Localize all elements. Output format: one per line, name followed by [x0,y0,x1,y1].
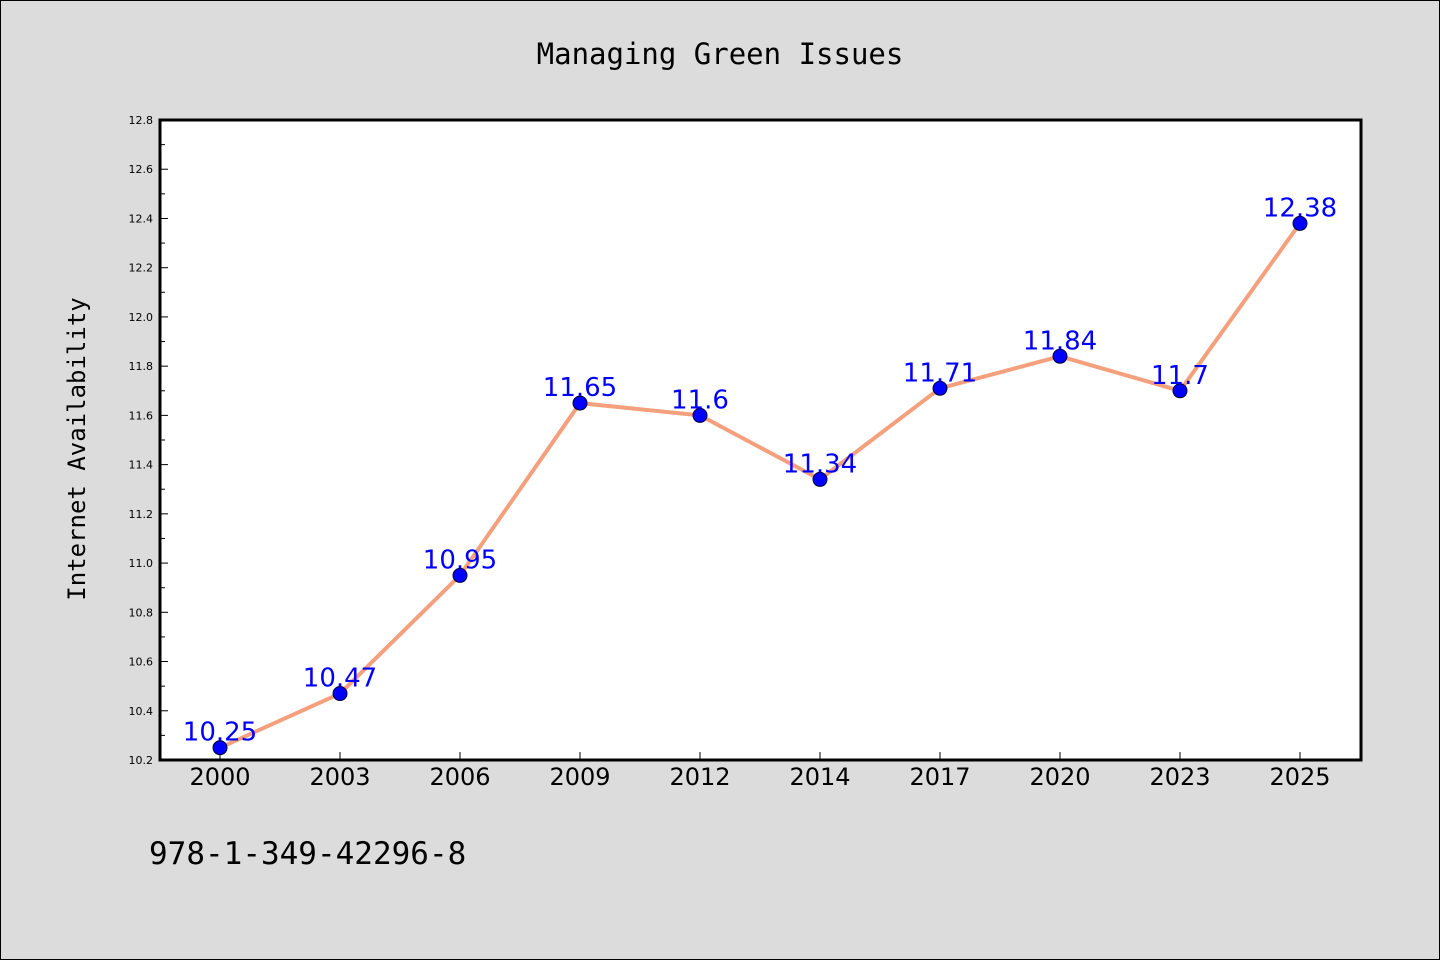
data-label: 11.65 [543,373,617,403]
y-tick-label: 12.6 [129,163,154,176]
y-tick-label: 12.2 [129,262,154,275]
y-tick-label: 10.4 [129,705,154,718]
chart-title: Managing Green Issues [537,37,904,71]
data-label: 11.71 [903,358,977,388]
x-tick-label: 2020 [1029,763,1090,791]
data-label: 11.34 [783,449,857,479]
y-axis-label: Internet Availability [63,297,91,600]
y-tick-label: 12.0 [129,311,154,324]
x-axis: 2000 2003 2006 2009 2012 2014 2017 2020 2023 2025 [189,752,1331,791]
data-labels-group: 10.25 10.47 10.95 11.65 11.6 11.34 11.71 11.84 1… [183,193,1337,747]
y-tick-label: 10.2 [129,754,154,767]
data-point-marker [332,686,348,702]
data-point-marker [812,471,828,487]
data-point-marker [452,567,468,583]
y-tick-label: 11.0 [129,557,154,570]
x-tick-label: 2000 [189,763,250,791]
series-line-group [212,215,1308,756]
data-label: 10.25 [183,718,257,748]
data-label: 11.84 [1023,326,1097,356]
y-tick-label: 10.6 [129,656,154,669]
y-tick-label: 11.6 [129,409,154,422]
data-label: 11.6 [671,385,729,415]
y-tick-label: 11.2 [129,508,154,521]
y-tick-label: 12.4 [129,212,154,225]
y-axis: 10.2 10.4 10.6 10.8 11.0 11.2 11.4 11.6 11.8 12.0… [129,114,168,767]
data-point-marker [572,395,588,411]
y-tick-label: 11.8 [129,360,154,373]
x-tick-label: 2014 [789,763,850,791]
x-tick-label: 2009 [549,763,610,791]
y-tick-label: 11.4 [129,459,154,472]
data-label: 10.95 [423,545,497,575]
y-tick-label: 12.8 [129,114,154,127]
x-tick-label: 2012 [669,763,730,791]
x-tick-label: 2017 [909,763,970,791]
data-point-marker [692,407,708,423]
isbn-footnote: 978-1-349-42296-8 [149,836,466,872]
y-tick-label: 10.8 [129,606,154,619]
data-point-marker [1292,215,1308,231]
x-tick-label: 2023 [1149,763,1210,791]
data-label: 10.47 [303,664,377,694]
series-line [219,222,1302,750]
data-label: 12.38 [1263,193,1337,223]
x-tick-label: 2006 [429,763,490,791]
data-point-marker [1172,383,1188,399]
x-tick-label: 2025 [1269,763,1330,791]
x-tick-label: 2003 [309,763,370,791]
data-point-marker [212,740,228,756]
data-point-marker [932,380,948,396]
plot-area [158,118,1363,762]
data-point-marker [1052,348,1068,364]
data-label: 11.7 [1151,361,1209,391]
